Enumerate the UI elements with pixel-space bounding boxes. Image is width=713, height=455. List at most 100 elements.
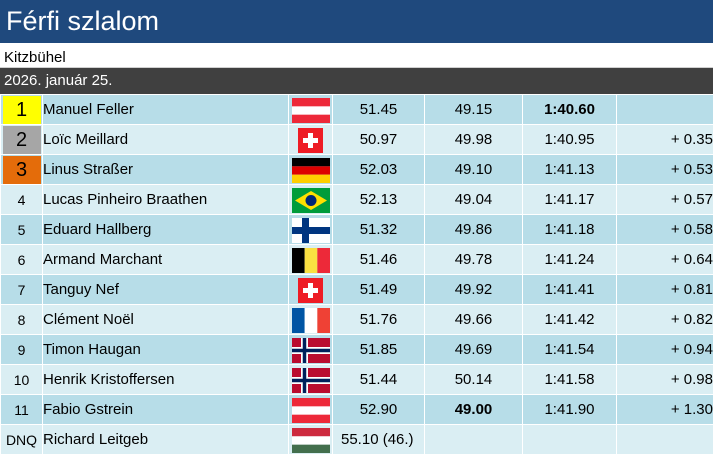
table-row: 9 Timon Haugan 51.85 49.69 1:41.54 + 0.9… — [1, 335, 713, 365]
rank-cell: 8 — [1, 305, 43, 335]
athlete-name: Armand Marchant — [43, 245, 289, 275]
run1-time: 52.03 — [333, 155, 425, 185]
table-row: 10 Henrik Kristoffersen 51.44 50.14 1:41… — [1, 365, 713, 395]
time-diff: + 0.35 — [617, 125, 713, 155]
flag-cell — [289, 365, 333, 395]
flag-cell — [289, 425, 333, 455]
total-time: 1:41.41 — [523, 275, 617, 305]
athlete-name: Lucas Pinheiro Braathen — [43, 185, 289, 215]
run1-time: 52.13 — [333, 185, 425, 215]
gold-rank-badge: 1 — [3, 96, 41, 124]
time-diff — [617, 95, 713, 125]
rank-cell: 9 — [1, 335, 43, 365]
run2-time: 49.66 — [425, 305, 523, 335]
athlete-name: Timon Haugan — [43, 335, 289, 365]
results-table: 1 Manuel Feller 51.45 49.15 1:40.60 2 Lo… — [0, 94, 713, 455]
flag-cell — [289, 185, 333, 215]
run1-time: 50.97 — [333, 125, 425, 155]
run1-time: 51.32 — [333, 215, 425, 245]
total-time: 1:41.42 — [523, 305, 617, 335]
venue-label: Kitzbühel — [0, 43, 713, 68]
run1-time: 51.44 — [333, 365, 425, 395]
run1-time: 55.10 (46.) — [333, 425, 425, 455]
date-label: 2026. január 25. — [0, 68, 713, 94]
flag-cell — [289, 335, 333, 365]
time-diff — [617, 425, 713, 455]
total-time: 1:41.13 — [523, 155, 617, 185]
brazil-flag-icon — [292, 188, 330, 213]
silver-rank-badge: 2 — [3, 126, 41, 154]
norway-flag-icon — [292, 368, 330, 393]
time-diff: + 1.30 — [617, 395, 713, 425]
run2-time: 49.69 — [425, 335, 523, 365]
table-row: 1 Manuel Feller 51.45 49.15 1:40.60 — [1, 95, 713, 125]
run1-time: 52.90 — [333, 395, 425, 425]
time-diff: + 0.98 — [617, 365, 713, 395]
flag-cell — [289, 275, 333, 305]
time-diff: + 0.58 — [617, 215, 713, 245]
time-diff: + 0.53 — [617, 155, 713, 185]
athlete-name: Manuel Feller — [43, 95, 289, 125]
run1-time: 51.76 — [333, 305, 425, 335]
time-diff: + 0.64 — [617, 245, 713, 275]
total-time: 1:41.54 — [523, 335, 617, 365]
table-row: 8 Clément Noël 51.76 49.66 1:41.42 + 0.8… — [1, 305, 713, 335]
table-row: 11 Fabio Gstrein 52.90 49.00 1:41.90 + 1… — [1, 395, 713, 425]
athlete-name: Eduard Hallberg — [43, 215, 289, 245]
run2-time: 49.86 — [425, 215, 523, 245]
total-time: 1:41.24 — [523, 245, 617, 275]
rank-cell: 2 — [1, 125, 43, 155]
flag-cell — [289, 95, 333, 125]
athlete-name: Henrik Kristoffersen — [43, 365, 289, 395]
switzerland-flag-icon — [298, 278, 323, 303]
run1-time: 51.46 — [333, 245, 425, 275]
rank-cell: 5 — [1, 215, 43, 245]
norway-flag-icon — [292, 338, 330, 363]
total-time: 1:40.60 — [523, 95, 617, 125]
page-title: Férfi szlalom — [0, 0, 713, 43]
hungary-flag-icon — [292, 428, 330, 453]
time-diff: + 0.81 — [617, 275, 713, 305]
rank-cell: 11 — [1, 395, 43, 425]
athlete-name: Loïc Meillard — [43, 125, 289, 155]
table-row: 3 Linus Straßer 52.03 49.10 1:41.13 + 0.… — [1, 155, 713, 185]
rank-cell: 4 — [1, 185, 43, 215]
table-row: 7 Tanguy Nef 51.49 49.92 1:41.41 + 0.81 — [1, 275, 713, 305]
rank-cell: 3 — [1, 155, 43, 185]
rank-cell: 7 — [1, 275, 43, 305]
table-row: DNQ Richard Leitgeb 55.10 (46.) — [1, 425, 713, 455]
bronze-rank-badge: 3 — [3, 156, 41, 184]
run1-time: 51.49 — [333, 275, 425, 305]
rank-cell: 10 — [1, 365, 43, 395]
run1-time: 51.45 — [333, 95, 425, 125]
athlete-name: Fabio Gstrein — [43, 395, 289, 425]
table-row: 6 Armand Marchant 51.46 49.78 1:41.24 + … — [1, 245, 713, 275]
run2-time: 49.78 — [425, 245, 523, 275]
belgium-flag-icon — [292, 248, 330, 273]
athlete-name: Tanguy Nef — [43, 275, 289, 305]
total-time: 1:41.18 — [523, 215, 617, 245]
france-flag-icon — [292, 308, 330, 333]
flag-cell — [289, 395, 333, 425]
run2-time: 49.04 — [425, 185, 523, 215]
athlete-name: Linus Straßer — [43, 155, 289, 185]
table-row: 4 Lucas Pinheiro Braathen 52.13 49.04 1:… — [1, 185, 713, 215]
run2-time: 50.14 — [425, 365, 523, 395]
total-time: 1:41.17 — [523, 185, 617, 215]
flag-cell — [289, 215, 333, 245]
run2-time: 49.00 — [425, 395, 523, 425]
table-row: 5 Eduard Hallberg 51.32 49.86 1:41.18 + … — [1, 215, 713, 245]
austria-flag-icon — [292, 398, 330, 423]
time-diff: + 0.82 — [617, 305, 713, 335]
austria-flag-icon — [292, 98, 330, 123]
run1-time: 51.85 — [333, 335, 425, 365]
total-time — [523, 425, 617, 455]
total-time: 1:41.58 — [523, 365, 617, 395]
time-diff: + 0.94 — [617, 335, 713, 365]
flag-cell — [289, 305, 333, 335]
flag-cell — [289, 125, 333, 155]
run2-time: 49.10 — [425, 155, 523, 185]
flag-cell — [289, 245, 333, 275]
time-diff: + 0.57 — [617, 185, 713, 215]
